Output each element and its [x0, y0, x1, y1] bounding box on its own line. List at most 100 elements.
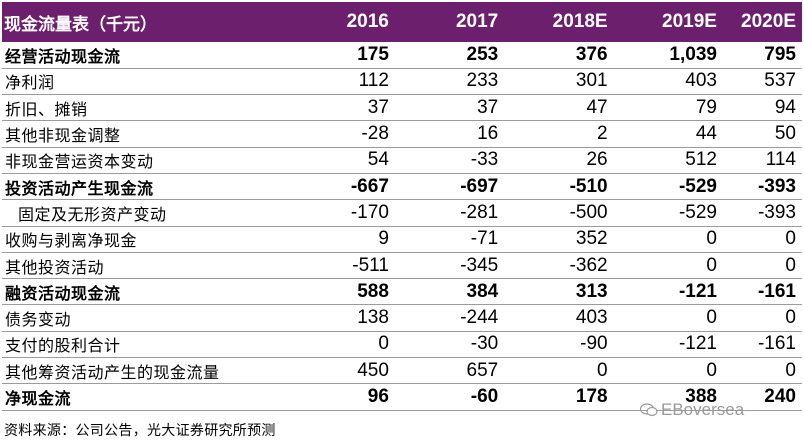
- row-value: 175: [295, 42, 395, 69]
- row-value: 37: [394, 94, 505, 122]
- row-value: -28: [295, 120, 395, 148]
- row-label: 净现金流: [2, 383, 296, 411]
- table-title: 现金流量表（千元）: [4, 14, 157, 35]
- row-value: 2: [504, 120, 614, 148]
- row-value: 112: [295, 68, 395, 96]
- source-note: 资料来源：公司公告，光大证券研究所预测: [4, 423, 276, 439]
- row-value: 96: [295, 383, 395, 411]
- row-value: 403: [613, 68, 723, 96]
- row-label: 投资活动产生现金流: [2, 173, 296, 201]
- table-row: 其他投资活动 -511 -345 -362 0 0: [2, 252, 802, 280]
- row-value: -30: [394, 331, 505, 359]
- row-value: 0: [295, 331, 395, 359]
- cash-flow-table: 现金流量表（千元） 2016 2017 2018E 2019E 2020E 经营…: [2, 2, 802, 411]
- table-row: 固定及无形资产变动 -170 -281 -500 -529 -393: [2, 199, 802, 227]
- row-value: 512: [613, 147, 723, 174]
- row-value: 0: [722, 252, 802, 280]
- table-row: 经营活动现金流 175 253 376 1,039 795: [2, 42, 802, 69]
- row-value: -500: [504, 199, 614, 227]
- table-row: 其他非现金调整 -28 16 2 44 50: [2, 120, 802, 148]
- row-value: 54: [295, 147, 395, 174]
- table-row: 支付的股利合计 0 -30 -90 -121 -161: [2, 331, 802, 359]
- row-label: 收购与剥离净现金: [2, 226, 296, 253]
- row-value: 376: [504, 42, 614, 69]
- row-value: -161: [722, 331, 802, 359]
- row-value: -33: [394, 147, 505, 174]
- row-value: 253: [394, 42, 505, 69]
- row-value: -667: [295, 173, 395, 201]
- row-value: 240: [722, 383, 802, 411]
- row-value: -121: [613, 278, 723, 306]
- row-value: 657: [394, 357, 505, 385]
- row-label: 支付的股利合计: [2, 331, 296, 359]
- row-value: -511: [295, 252, 395, 280]
- row-value: -362: [504, 252, 614, 280]
- row-label: 其他投资活动: [2, 252, 296, 280]
- table-row: 非现金营运资本变动 54 -33 26 512 114: [2, 147, 802, 174]
- row-value: -121: [613, 331, 723, 359]
- table-row: 融资活动现金流 588 384 313 -121 -161: [2, 278, 802, 306]
- year-header: 2016: [346, 11, 389, 32]
- row-value: 301: [504, 68, 614, 96]
- row-value: 37: [295, 94, 395, 122]
- table-row: 净利润 112 233 301 403 537: [2, 68, 802, 96]
- row-value: -60: [394, 383, 505, 411]
- row-value: -161: [722, 278, 802, 306]
- row-value: 0: [504, 357, 614, 385]
- row-value: 178: [504, 383, 614, 411]
- year-header: 2017: [455, 11, 499, 32]
- row-value: 0: [613, 252, 723, 280]
- row-value: 0: [722, 226, 802, 253]
- table-row: 折旧、摊销 37 37 47 79 94: [2, 94, 802, 122]
- row-value: 313: [504, 278, 614, 306]
- row-value: 94: [722, 94, 802, 122]
- row-label: 其他非现金调整: [2, 120, 296, 148]
- row-value: -345: [394, 252, 505, 280]
- row-value: -281: [394, 199, 505, 227]
- year-header: 2019E: [662, 11, 717, 32]
- row-value: 352: [504, 226, 614, 253]
- row-value: 44: [613, 120, 723, 148]
- row-value: 450: [295, 357, 395, 385]
- table-row: 投资活动产生现金流 -667 -697 -510 -529 -393: [2, 173, 802, 201]
- row-value: 79: [613, 94, 723, 122]
- row-value: 0: [722, 304, 802, 332]
- row-value: -529: [613, 199, 723, 227]
- row-value: 0: [613, 357, 723, 385]
- row-label: 其他筹资活动产生的现金流量: [2, 357, 296, 385]
- row-label: 融资活动现金流: [2, 278, 296, 306]
- row-label: 非现金营运资本变动: [2, 147, 296, 174]
- row-label: 折旧、摊销: [2, 94, 296, 122]
- row-label: 固定及无形资产变动: [2, 199, 296, 227]
- row-value: 26: [504, 147, 614, 174]
- row-value: 114: [722, 147, 802, 174]
- table-header-row: 现金流量表（千元） 2016 2017 2018E 2019E 2020E: [2, 2, 802, 42]
- row-value: 16: [394, 120, 505, 148]
- year-header: 2018E: [552, 11, 608, 32]
- row-value: -393: [722, 199, 802, 227]
- row-value: -244: [394, 304, 505, 332]
- row-label: 债务变动: [2, 304, 296, 332]
- row-label: 经营活动现金流: [2, 42, 296, 69]
- row-label: 净利润: [2, 68, 296, 96]
- row-value: 233: [394, 68, 505, 96]
- watermark-text: EBoversea: [661, 400, 745, 419]
- table-body: 经营活动现金流 175 253 376 1,039 795 净利润 112 233 301 403 5…: [2, 42, 802, 411]
- table-row: 净现金流 96 -60 178 388 240: [2, 383, 802, 411]
- row-value: 537: [722, 68, 802, 96]
- row-value: -697: [394, 173, 505, 201]
- row-value: 9: [295, 226, 395, 253]
- row-value: 138: [295, 304, 395, 332]
- year-header: 2020E: [741, 11, 796, 32]
- wechat-icon: [640, 403, 658, 417]
- row-value: 588: [295, 278, 395, 306]
- row-value: -90: [504, 331, 614, 359]
- row-value: 1,039: [613, 42, 723, 69]
- row-value: 384: [394, 278, 505, 306]
- row-value: -71: [394, 226, 505, 253]
- watermark: EBoversea: [640, 400, 744, 420]
- row-value: 0: [722, 357, 802, 385]
- table-row: 债务变动 138 -244 403 0 0: [2, 304, 802, 332]
- row-value: 50: [722, 120, 802, 148]
- row-value: 0: [613, 226, 723, 253]
